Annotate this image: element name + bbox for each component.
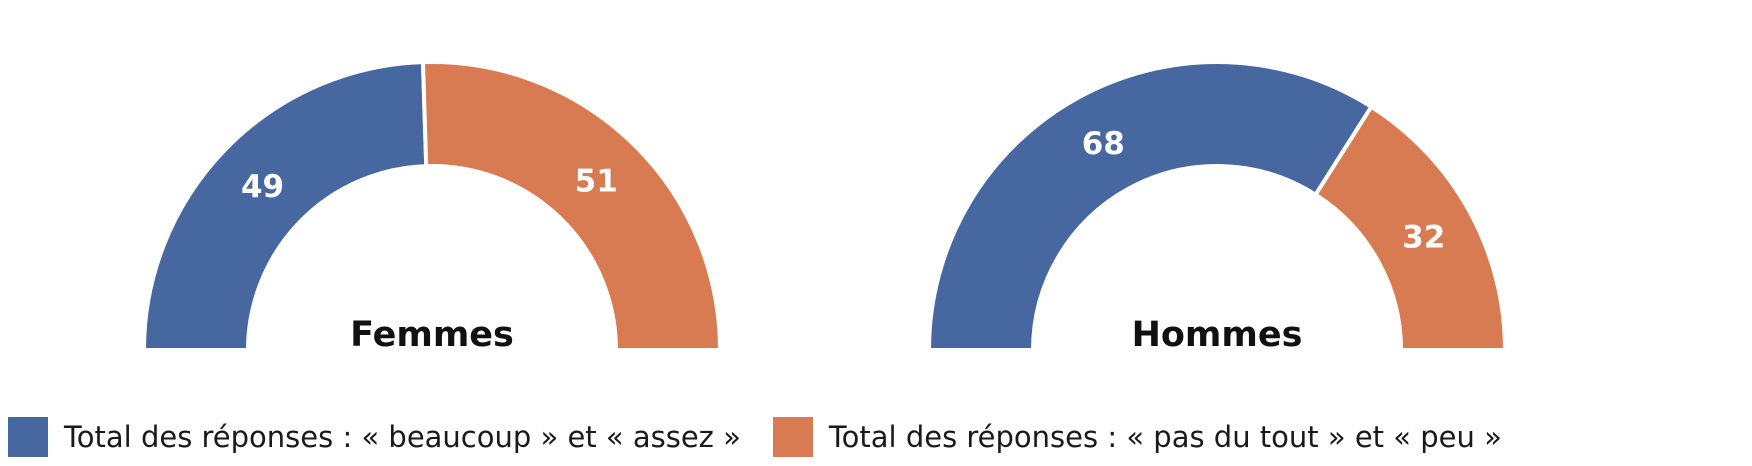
gauge-femmes: 49 51 Femmes (141, 60, 723, 355)
value-label-hommes-positive: 68 (1082, 126, 1125, 162)
legend-item-positive: Total des réponses : « beaucoup » et « a… (8, 417, 741, 457)
legend-swatch-positive (8, 417, 48, 457)
value-label-femmes-positive: 49 (241, 169, 284, 205)
value-label-hommes-negative: 32 (1402, 219, 1445, 255)
slice-femmes-positive (141, 60, 429, 352)
gauge-title-hommes: Hommes (1132, 315, 1303, 355)
slice-hommes-positive (926, 60, 1375, 352)
slice-femmes-negative (420, 60, 723, 352)
gauge-title-femmes: Femmes (350, 315, 514, 355)
chart-legend: Total des réponses : « beaucoup » et « a… (8, 416, 1534, 458)
gauge-hommes: 68 32 Hommes (926, 60, 1508, 355)
chart-canvas: 49 51 Femmes 68 32 Hommes (141, 60, 1508, 355)
legend-label-negative: Total des réponses : « pas du tout » et … (828, 420, 1502, 454)
value-label-femmes-negative: 51 (575, 164, 618, 200)
legend-item-negative: Total des réponses : « pas du tout » et … (772, 417, 1502, 457)
legend-label-positive: Total des réponses : « beaucoup » et « a… (64, 420, 741, 454)
legend-swatch-negative (772, 417, 813, 457)
slice-hommes-negative (1312, 104, 1508, 352)
